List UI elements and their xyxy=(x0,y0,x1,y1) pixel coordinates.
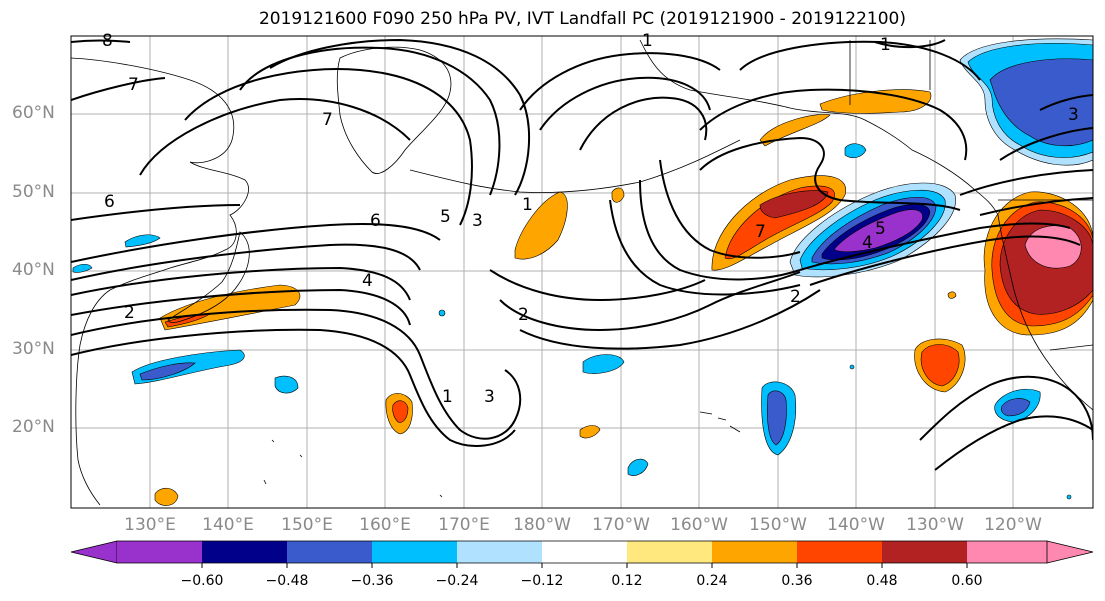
lon-label: 160°E xyxy=(359,515,411,535)
contour-label: 1 xyxy=(642,31,653,51)
contour-label: 8 xyxy=(102,31,113,51)
colorbar xyxy=(70,540,1094,568)
colorbar-tick-label: −0.24 xyxy=(435,573,479,589)
lon-label: 160°W xyxy=(670,515,728,535)
colorbar-tick-label: −0.12 xyxy=(520,573,564,589)
colorbar-swatch xyxy=(627,541,712,563)
contour-label: 7 xyxy=(322,110,333,130)
contour-label: 3 xyxy=(484,387,495,407)
contour-label: 7 xyxy=(755,222,766,242)
lon-label: 170°E xyxy=(438,515,490,535)
map-frame xyxy=(70,35,1094,509)
lon-label: 120°W xyxy=(984,515,1042,535)
contour-label: 2 xyxy=(518,305,529,325)
hawaii xyxy=(699,411,741,433)
contour-label: 1 xyxy=(880,35,891,55)
anomaly-purple-core xyxy=(834,209,923,253)
lon-label: 150°W xyxy=(749,515,807,535)
colorbar-swatch xyxy=(542,541,627,563)
colorbar-swatch xyxy=(882,541,967,563)
colorbar-tick-label: 0.24 xyxy=(696,573,728,589)
shaded-anomalies xyxy=(72,38,1093,506)
colorbar-swatch xyxy=(967,541,1047,563)
contour-label: 5 xyxy=(875,219,886,239)
map-title: 2019121600 F090 250 hPa PV, IVT Landfall… xyxy=(258,9,906,29)
contour-label: 1 xyxy=(442,387,453,407)
colorbar-swatch xyxy=(202,541,287,563)
colorbar-tick-label: −0.36 xyxy=(350,573,394,589)
contour-label: 5 xyxy=(440,207,451,227)
contour-label: 2 xyxy=(790,287,801,307)
lon-label: 170°W xyxy=(592,515,650,535)
contour-label: 1 xyxy=(522,195,533,215)
contour-label: 7 xyxy=(128,75,139,95)
lon-label: 130°W xyxy=(906,515,964,535)
colorbar-tick-label: −0.48 xyxy=(265,573,309,589)
colorbar-swatch xyxy=(712,541,797,563)
colorbar-swatch xyxy=(797,541,882,563)
lat-label: 60°N xyxy=(12,103,55,123)
lon-label: 150°E xyxy=(281,515,333,535)
colorbar-tick-label: −0.60 xyxy=(180,573,224,589)
contour-label: 3 xyxy=(472,211,483,231)
anomaly-orange-175w xyxy=(514,191,568,260)
colorbar-swatch xyxy=(117,541,202,563)
lon-label: 130°E xyxy=(124,515,176,535)
colorbar-tick-label: 0.48 xyxy=(866,573,898,589)
contour-label: 4 xyxy=(362,271,373,291)
us-mexico-border xyxy=(1049,344,1093,351)
contour-label: 4 xyxy=(862,233,873,253)
lon-label: 140°E xyxy=(202,515,254,535)
lat-label: 30°N xyxy=(12,339,55,359)
colorbar-tick-label: 0.36 xyxy=(781,573,813,589)
contour-label: 2 xyxy=(124,303,135,323)
japan-coast xyxy=(167,231,250,323)
colorbar-swatch xyxy=(457,541,542,563)
pv-contours xyxy=(71,38,1093,471)
colorbar-lower-arrow xyxy=(70,540,118,564)
colorbar-tick-label: 0.12 xyxy=(611,573,643,589)
asia-coast xyxy=(71,57,249,506)
lat-label: 20°N xyxy=(12,417,55,437)
lat-label: 50°N xyxy=(12,182,55,202)
contour-label: 3 xyxy=(1068,105,1079,125)
lon-label: 180°W xyxy=(513,515,571,535)
lon-label: 140°W xyxy=(827,515,885,535)
contour-label: 6 xyxy=(370,211,381,231)
na-west-coast xyxy=(997,214,1093,411)
contour-label: 6 xyxy=(104,192,115,212)
colorbar-upper-arrow xyxy=(1046,540,1094,564)
colorbar-tick-label: 0.60 xyxy=(951,573,983,589)
aleutian-chain xyxy=(409,139,741,193)
lat-label: 40°N xyxy=(12,260,55,280)
anomaly-dark-blue-south-japan xyxy=(139,362,196,381)
colorbar-swatch xyxy=(287,541,372,563)
colorbar-swatch xyxy=(372,541,457,563)
kamchatka-coast xyxy=(336,46,452,174)
